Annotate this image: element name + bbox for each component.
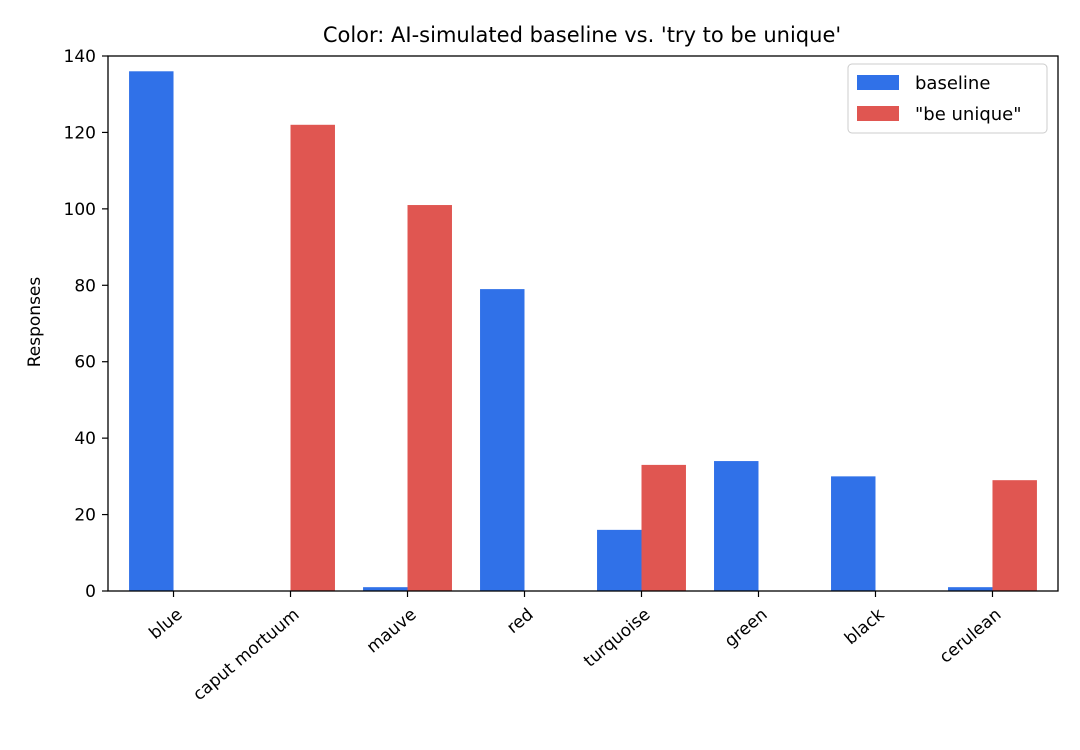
x-tick-label-red: red [503,605,537,638]
legend-swatch-be-unique [857,106,899,121]
bars-layer [129,71,1037,592]
y-tick-label-40: 40 [74,429,96,449]
x-tick-label-mauve: mauve [363,605,421,658]
bar-baseline-green [714,461,759,591]
x-tick-label-green: green [721,605,771,652]
x-tick-label-blue: blue [145,605,186,644]
bar-baseline-black [831,476,876,591]
x-tick-label-turquoise: turquoise [580,605,654,672]
bar-be-unique-caput-mortuum [290,124,335,591]
bar-baseline-mauve [363,587,408,591]
legend: baseline "be unique" [847,63,1048,134]
y-tick-label-120: 120 [64,123,96,143]
legend-label-be-unique: "be unique" [915,104,1022,125]
y-axis-ticks: 0 20 40 60 80 100 120 140 [64,47,108,602]
bar-baseline-red [480,289,525,591]
y-tick-label-20: 20 [74,506,96,526]
y-tick-label-60: 60 [74,353,96,373]
legend-swatch-baseline [857,75,899,90]
bar-baseline-turquoise [597,529,642,591]
x-tick-label-cerulean: cerulean [936,605,1006,668]
bar-be-unique-mauve [407,205,452,592]
bar-baseline-cerulean [948,587,993,591]
y-tick-label-140: 140 [64,47,96,67]
x-tick-label-black: black [841,605,889,649]
legend-label-baseline: baseline [915,73,990,94]
bar-be-unique-turquoise [641,464,686,591]
bar-baseline-blue [129,71,174,592]
chart-title: Color: AI-simulated baseline vs. 'try to… [323,23,841,47]
y-tick-label-100: 100 [64,200,96,220]
y-tick-label-80: 80 [74,276,96,296]
plot-frame [107,55,1059,592]
y-axis-label: Responses [25,277,45,368]
bar-be-unique-cerulean [992,480,1037,591]
x-tick-label-caput-mortuum: caput mortuum [189,605,303,705]
y-tick-label-0: 0 [85,582,96,602]
x-axis-ticks: blue caput mortuum mauve red turquoise green b… [145,591,1005,705]
